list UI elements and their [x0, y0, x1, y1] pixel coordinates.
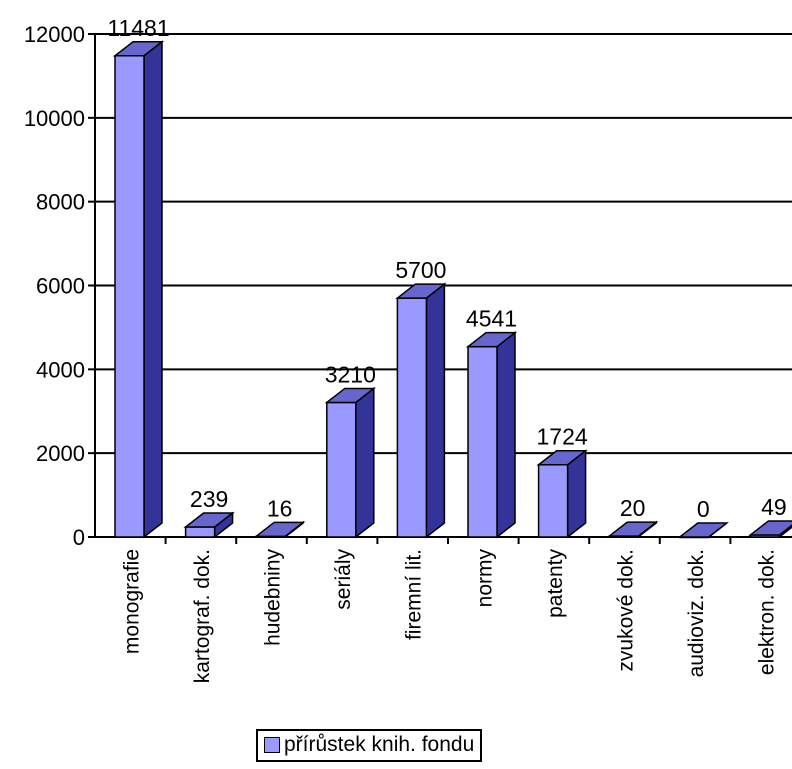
- data-label: 49: [761, 494, 787, 520]
- bar-top: [465, 331, 518, 348]
- x-tick-label: seriály: [332, 549, 355, 610]
- data-label: 5700: [395, 257, 446, 283]
- bar-top: [677, 522, 729, 538]
- bar: [114, 55, 145, 538]
- bar: [467, 345, 498, 538]
- bar-side: [566, 449, 587, 539]
- bar-top: [254, 521, 306, 538]
- y-tick-label: 6000: [36, 274, 85, 299]
- x-tick-label: patenty: [544, 549, 567, 618]
- y-tick-label: 4000: [36, 357, 85, 382]
- x-tick-label: firemní lit.: [403, 549, 426, 640]
- x-tick-label: hudebniny: [262, 549, 285, 646]
- bar-side: [496, 331, 516, 539]
- y-tick-label: 8000: [36, 190, 85, 215]
- data-label: 3210: [325, 361, 376, 387]
- x-tick-label: kartograf. dok.: [191, 549, 214, 683]
- x-tick-label: normy: [473, 549, 496, 608]
- x-tick-label: zvukové dok.: [615, 549, 638, 672]
- bar-top: [536, 449, 588, 466]
- bar-top: [183, 512, 235, 528]
- data-label: 4541: [466, 306, 517, 332]
- bar: [184, 526, 216, 538]
- x-tick-label: monografie: [120, 549, 143, 654]
- bar-top: [748, 520, 792, 536]
- data-label: 0: [697, 496, 710, 522]
- y-tick-label: 0: [73, 525, 85, 550]
- bar-top: [112, 41, 165, 57]
- x-tick-label: audioviz. dok.: [685, 549, 708, 677]
- x-tick-label: elektron. dok.: [756, 549, 779, 675]
- bar-side: [425, 282, 446, 539]
- y-tick-label: 2000: [36, 441, 85, 466]
- data-label: 20: [620, 495, 646, 521]
- data-label: 1724: [537, 424, 588, 450]
- bar-top: [324, 387, 376, 404]
- bar-side: [143, 40, 163, 539]
- data-label: 239: [190, 486, 228, 512]
- y-tick-label: 10000: [24, 106, 85, 131]
- data-label: 16: [267, 495, 293, 521]
- y-tick-label: 12000: [24, 22, 85, 47]
- data-label: 11481: [107, 15, 169, 41]
- bar: [396, 297, 428, 538]
- legend: přírůstek knih. fondu: [256, 729, 483, 762]
- legend-label: přírůstek knih. fondu: [284, 733, 475, 756]
- bar: [326, 401, 357, 538]
- bar-top: [395, 283, 447, 299]
- bar: [537, 463, 569, 538]
- bar-side: [355, 386, 375, 539]
- legend-swatch: [264, 737, 280, 753]
- bar-top: [607, 521, 659, 537]
